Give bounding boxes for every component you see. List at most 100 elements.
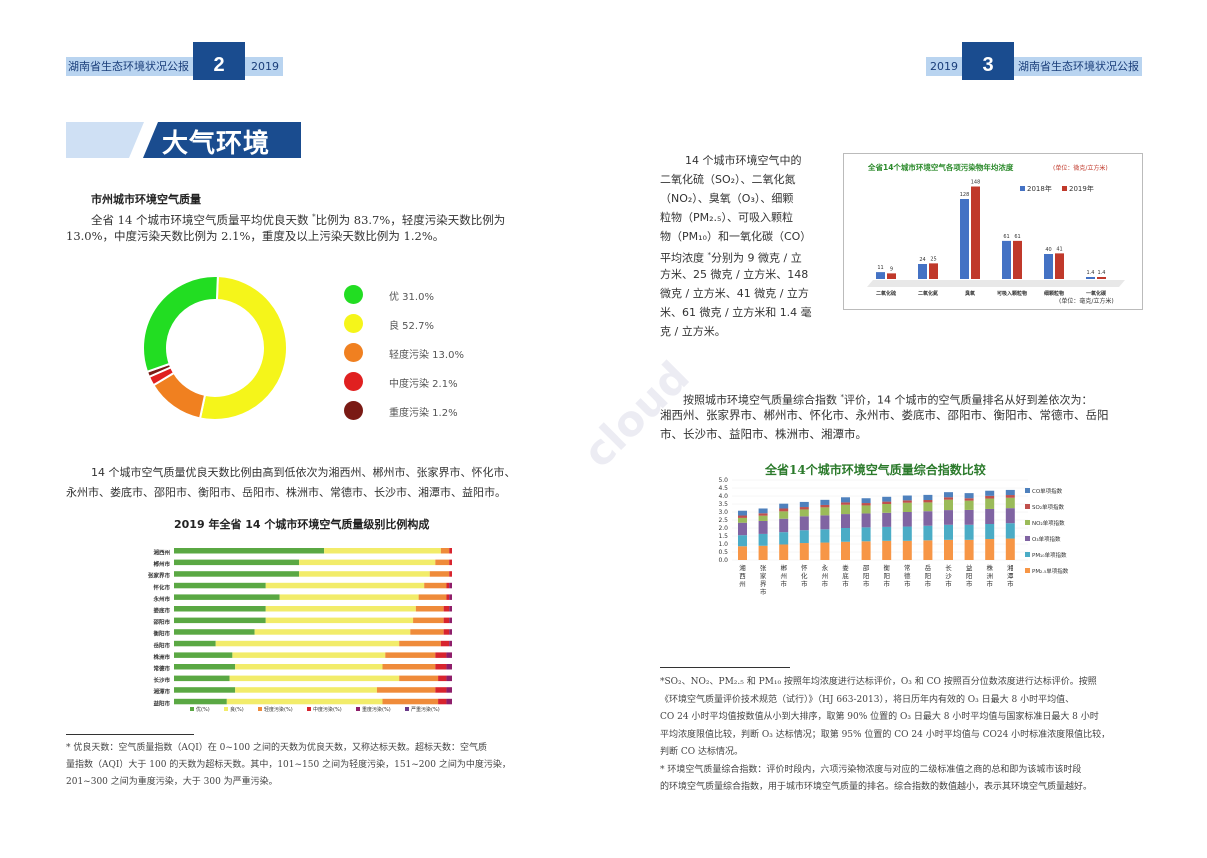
hbar-legend-label: 轻度污染(%) [264, 706, 293, 713]
subheading: 市州城市环境空气质量 [91, 193, 201, 206]
comp-segment [985, 498, 995, 509]
hbar-category-label: 株洲市 [153, 653, 170, 661]
comp-segment [923, 525, 933, 541]
pollutant-bar [1002, 240, 1011, 279]
comp-segment [820, 529, 830, 543]
hbar-segment [174, 664, 236, 670]
comp-segment [923, 494, 933, 500]
comp-category-char: 洲 [986, 572, 993, 580]
hbar-segment [443, 606, 450, 612]
hbar-category-label: 长沙市 [153, 676, 170, 684]
donut-chart [142, 275, 288, 421]
comp-segment [964, 509, 974, 525]
comp-segment [902, 512, 912, 527]
comp-segment [902, 502, 912, 512]
pollutant-bar-label: 1.4 [1098, 270, 1106, 276]
comp-segment [923, 511, 933, 526]
hbar-segment [174, 675, 230, 682]
legend-swatch [344, 285, 363, 304]
hbar-segment [232, 652, 386, 658]
hbar-segment [254, 629, 411, 635]
comp-ytick: 1.5 [718, 533, 728, 540]
comp-category-char: 永 [822, 563, 829, 572]
rpara1-line: 物（PM₁₀）和一氧化碳（CO） [660, 230, 812, 243]
fn-right-line: 《环境空气质量评价技术规范（试行）》（HJ 663-2013），将日历年内有效的… [660, 694, 1075, 705]
hbar-segment [399, 675, 439, 682]
hbar-segment [174, 559, 300, 566]
comp-category-char: 沙 [945, 572, 952, 580]
pollutant-bar-label: 148 [971, 180, 981, 186]
comp-segment [861, 505, 871, 514]
legend-label: 中度污染 2.1% [389, 379, 458, 390]
comp-segment [985, 524, 995, 540]
hbar-category-label: 娄底市 [153, 607, 170, 615]
comp-category-char: 市 [760, 587, 767, 596]
comp-category-char: 市 [986, 579, 993, 588]
comp-segment [799, 516, 809, 531]
hbar-segment [174, 606, 266, 612]
hbar-segment [429, 571, 450, 577]
comp-segment [820, 542, 830, 560]
pollutant-unit-bottom: (单位：毫克/立方米) [1059, 297, 1114, 305]
hbar-segment [435, 652, 447, 658]
page-number-left: 2 [189, 36, 245, 80]
comp-segment [985, 490, 995, 496]
comp-category-char: 市 [842, 579, 849, 588]
hbar-segment [418, 594, 447, 600]
rpara1-line: （NO₂）、臭氧（O₃）、细颗 [660, 192, 794, 205]
pollutant-bar [1086, 277, 1095, 279]
hbar-segment [174, 687, 236, 693]
comp-category-char: 州 [822, 572, 829, 580]
comp-category-char: 德 [904, 571, 911, 580]
hbar-legend-label: 严重污染(%) [411, 706, 440, 713]
hbar-legend-swatch [258, 707, 262, 711]
fn-left-2: 量指数（AQI）大于 100 的天数为超标天数。其中，101~150 之间为轻度… [66, 760, 511, 770]
comp-segment [738, 522, 747, 536]
comp-segment [758, 513, 768, 516]
comp-segment [964, 493, 974, 499]
pollutant-legend-swatch [1020, 186, 1025, 191]
comp-segment [738, 546, 747, 560]
comp-segment [923, 540, 933, 560]
comp-segment [779, 532, 789, 545]
hbar-segment [174, 594, 280, 600]
hbar-segment [440, 640, 450, 647]
hbar-segment [435, 687, 447, 693]
pollutant-bar-label: 128 [960, 192, 970, 198]
comp-ytick: 4.0 [718, 493, 728, 500]
comp-segment [738, 517, 747, 523]
comp-segment [944, 539, 953, 560]
rpara1-line: 方米、25 微克 / 立方米、148 [660, 268, 809, 281]
fn-right-line: 判断 CO 达标情况。 [660, 747, 743, 757]
comp-segment [758, 533, 768, 546]
hbar-segment [174, 582, 266, 589]
hbar-segment [410, 629, 444, 635]
pollutant-legend-label: 2019年 [1069, 184, 1094, 193]
comp-segment [882, 540, 892, 560]
header-right-year: 2019 [930, 60, 958, 73]
hbar-segment [449, 617, 452, 624]
comp-segment [738, 535, 747, 547]
hbar-segment [446, 582, 450, 589]
comp-segment [902, 540, 912, 560]
comp-segment [1005, 538, 1015, 560]
comp-segment [1005, 497, 1015, 509]
comp-category-char: 州 [780, 572, 787, 580]
pollutant-chart-title: 全省14个城市环境空气各项污染物年均浓度 [867, 162, 1014, 172]
comp-segment [779, 508, 789, 512]
page-number-right: 3 [958, 36, 1014, 80]
fn-right-line: *SO₂、NO₂、PM₂.₅ 和 PM₁₀ 按照年均浓度进行达标评价，O₃ 和 … [660, 677, 1097, 687]
hbar-legend-swatch [307, 707, 311, 711]
comp-segment [779, 544, 789, 560]
comp-segment [1005, 508, 1015, 524]
comp-segment [902, 526, 912, 541]
pollutant-category: 一氧化碳 [1086, 290, 1107, 297]
hbar-segment [446, 664, 452, 670]
comp-legend-label: SO₂单项指数 [1032, 503, 1065, 511]
comp-segment [799, 543, 809, 560]
pollutant-bar [876, 272, 885, 279]
comp-segment [902, 495, 912, 501]
hbar-segment [382, 664, 436, 670]
hbar-segment [215, 640, 400, 647]
fn-right-line: * 环境空气质量综合指数：评价时段内，六项污染物浓度与对应的二级标准值之商的总和… [660, 764, 1082, 775]
